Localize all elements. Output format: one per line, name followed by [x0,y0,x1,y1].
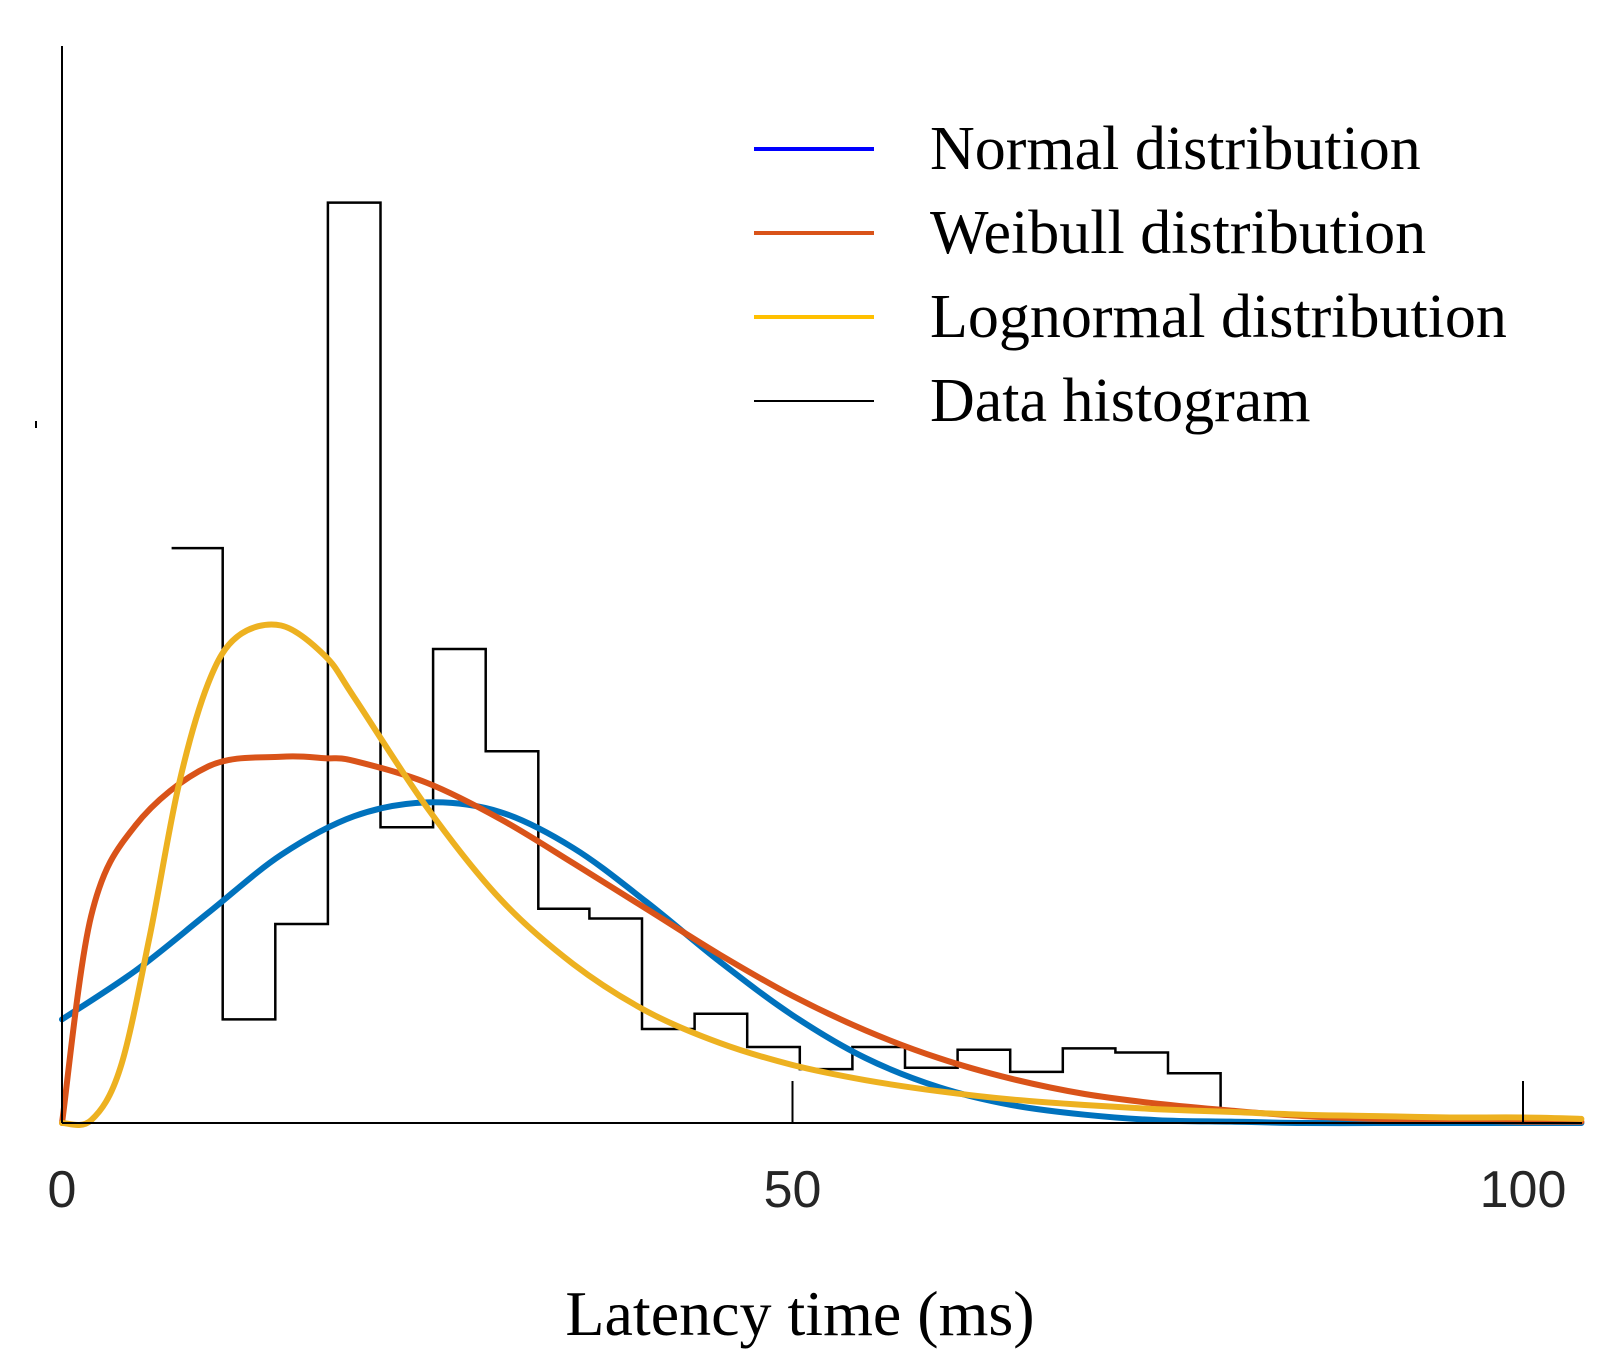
histogram-bin-5 [381,827,434,1123]
histogram-bin-9 [589,919,642,1124]
histogram-bin-19 [1115,1053,1168,1124]
legend-histogram-label: Data histogram [930,367,1311,435]
histogram-bin-1 [172,548,223,1123]
x-axis-ticks: 0 50 100 [48,1081,1567,1219]
legend-weibull-label: Weibull distribution [930,199,1426,267]
x-tick-label-100: 100 [1480,1161,1567,1219]
histogram-bin-20 [1168,1073,1221,1123]
histogram-bin-3 [275,924,328,1123]
normal-distribution-curve [59,799,1585,1127]
lognormal-distribution-curve [59,621,1585,1128]
x-axis-label: Latency time (ms) [565,1278,1034,1349]
histogram-bin-6 [433,649,486,1123]
histogram-bin-2 [223,1019,276,1123]
histogram-bin-10 [642,1029,695,1123]
legend-normal-label: Normal distribution [930,115,1421,183]
legend: Normal distribution Weibull distribution L… [754,115,1507,435]
histogram-bin-11 [695,1014,748,1123]
histogram-outline [171,201,1274,1115]
legend-lognormal-label: Lognormal distribution [930,283,1507,351]
histogram-bin-16 [958,1050,1011,1123]
x-tick-label-0: 0 [48,1161,77,1219]
histogram-bin-4 [328,203,381,1123]
x-tick-label-50: 50 [764,1161,822,1219]
axes [35,46,1582,1124]
